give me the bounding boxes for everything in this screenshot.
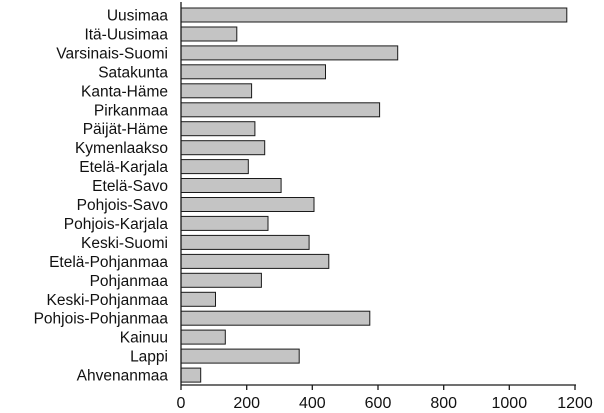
category-label-varsinais-suomi: Varsinais-Suomi <box>56 45 168 62</box>
category-label-etel-pohjanmaa: Etelä-Pohjanmaa <box>49 254 168 271</box>
bar-pohjois-savo <box>180 197 315 212</box>
axes-group <box>180 2 576 390</box>
x-tick-label-0: 0 <box>177 395 186 412</box>
category-label-keski-suomi: Keski-Suomi <box>81 235 168 252</box>
category-label-p-ij-t-h-me: Päijät-Häme <box>83 121 168 138</box>
bar-kainuu <box>180 329 226 345</box>
x-tick-label-200: 200 <box>233 395 260 412</box>
bar-keski-pohjanmaa <box>180 291 216 307</box>
category-label-keski-pohjanmaa: Keski-Pohjanmaa <box>47 292 169 309</box>
category-label-pohjois-karjala: Pohjois-Karjala <box>64 216 169 233</box>
category-label-satakunta: Satakunta <box>98 64 168 81</box>
bar-kanta-h-me <box>180 83 253 99</box>
bar-pohjanmaa <box>180 272 262 288</box>
category-label-lappi: Lappi <box>130 349 168 366</box>
x-tick-label-400: 400 <box>299 395 326 412</box>
bar-ahvenanmaa <box>180 367 202 383</box>
category-label-kainuu: Kainuu <box>120 330 168 347</box>
category-label-it-uusimaa: Itä-Uusimaa <box>84 27 168 44</box>
category-label-pohjois-savo: Pohjois-Savo <box>77 197 168 214</box>
bar-etel-pohjanmaa <box>180 253 330 269</box>
category-label-etel-savo: Etelä-Savo <box>92 178 168 195</box>
x-tick-label-600: 600 <box>365 395 392 412</box>
category-label-pirkanmaa: Pirkanmaa <box>94 102 168 119</box>
bar-satakunta <box>180 64 326 80</box>
bar-varsinais-suomi <box>180 45 399 61</box>
x-tick-label-800: 800 <box>430 395 457 412</box>
category-label-kymenlaakso: Kymenlaakso <box>75 140 168 157</box>
x-tick-label-1000: 1000 <box>492 395 528 412</box>
bar-etel-karjala <box>180 159 249 175</box>
bar-it-uusimaa <box>180 26 238 42</box>
bar-pohjois-pohjanmaa <box>180 310 371 326</box>
bar-keski-suomi <box>180 234 310 250</box>
category-label-kanta-h-me: Kanta-Häme <box>81 83 168 100</box>
tick-labels: 0 200 400 600 800 1000 1200 <box>177 395 593 412</box>
bar-lappi <box>180 348 300 364</box>
bar-kymenlaakso <box>180 140 266 156</box>
bar-etel-savo <box>180 178 282 193</box>
x-tick-label-1200: 1200 <box>557 395 593 412</box>
category-label-uusimaa: Uusimaa <box>107 8 169 25</box>
category-label-pohjanmaa: Pohjanmaa <box>90 273 169 290</box>
bar-uusimaa <box>180 7 568 23</box>
category-label-etel-karjala: Etelä-Karjala <box>79 159 168 176</box>
category-label-pohjois-pohjanmaa: Pohjois-Pohjanmaa <box>34 311 169 328</box>
category-label-ahvenanmaa: Ahvenanmaa <box>77 368 169 385</box>
bar-pirkanmaa <box>180 102 381 118</box>
bar-p-ij-t-h-me <box>180 121 256 137</box>
bars-group <box>180 7 568 383</box>
bar-pohjois-karjala <box>180 215 269 231</box>
